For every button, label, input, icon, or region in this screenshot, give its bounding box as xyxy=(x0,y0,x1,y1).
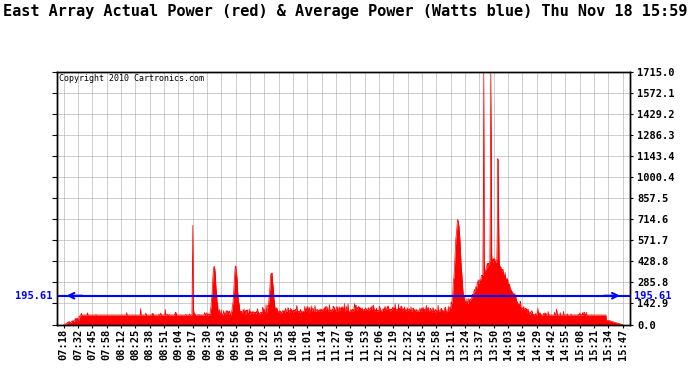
Text: Copyright 2010 Cartronics.com: Copyright 2010 Cartronics.com xyxy=(59,74,204,83)
Text: 195.61: 195.61 xyxy=(14,291,52,301)
Text: East Array Actual Power (red) & Average Power (Watts blue) Thu Nov 18 15:59: East Array Actual Power (red) & Average … xyxy=(3,4,687,19)
Text: 195.61: 195.61 xyxy=(634,291,671,301)
